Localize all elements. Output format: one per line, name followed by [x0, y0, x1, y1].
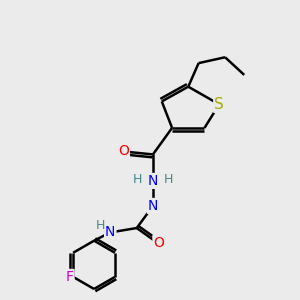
Text: F: F: [66, 270, 74, 284]
Text: H: H: [95, 219, 105, 232]
Text: N: N: [105, 225, 116, 239]
Text: S: S: [214, 97, 224, 112]
Text: N: N: [148, 199, 158, 213]
Text: O: O: [153, 236, 164, 250]
Text: H: H: [164, 173, 173, 186]
Text: N: N: [148, 174, 158, 188]
Text: H: H: [133, 173, 142, 186]
Text: O: O: [118, 145, 129, 158]
